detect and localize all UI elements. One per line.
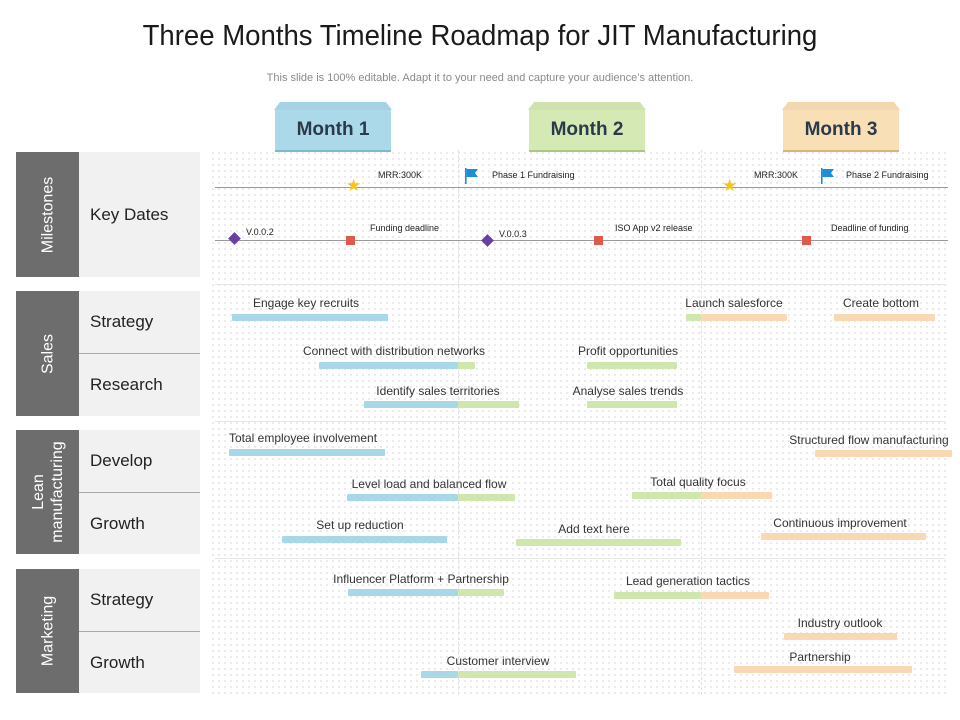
row-label: Strategy [90,312,154,331]
milestone-text: Deadline of funding [831,223,909,233]
task-bar [815,450,952,457]
square-icon [594,236,603,245]
task-bar [701,492,772,499]
month-divider [701,150,702,695]
task-label: Launch salesforce [685,296,783,310]
task-bar [364,401,458,408]
task-bar [347,494,458,501]
milestone-text: Phase 2 Fundraising [846,170,929,180]
group-label: Sales [39,333,56,374]
group-label: Marketing [39,595,56,667]
task-label: Create bottom [842,296,920,310]
task-label: Analyse sales trends [572,384,684,398]
task-label: Total quality focus [650,475,746,489]
task-label: Set up reduction [316,518,404,532]
task-bar [458,589,504,596]
milestone-text: ISO App v2 release [615,223,693,233]
task-bar [458,362,475,369]
section-separator [215,558,945,559]
flag-icon [821,168,834,184]
task-bar [458,401,519,408]
milestone-text: Phase 1 Fundraising [492,170,575,180]
row-label: Key Dates [90,204,169,224]
row-label: Growth [90,652,145,672]
task-label: Influencer Platform + Partnership [333,572,509,586]
page-subtitle: This slide is 100% editable. Adapt it to… [266,72,694,84]
month-divider [458,150,459,695]
task-label: Customer interview [446,654,550,668]
row-sales-research: Research [79,354,200,416]
task-label: Engage key recruits [252,296,360,310]
row-label: Strategy [90,590,154,609]
section-separator [215,284,945,285]
group-label: Milestones [39,176,56,253]
month-3-header: Month 3 [783,108,899,152]
task-bar [282,536,447,543]
star-icon: ★ [346,176,362,195]
group-milestones: Milestones [16,152,79,277]
row-label: Growth [90,513,145,533]
task-label: Level load and balanced flow [351,477,507,491]
task-label: Connect with distribution networks [302,344,486,358]
square-icon [802,236,811,245]
task-bar [701,592,769,599]
month-1-header: Month 1 [275,108,391,152]
task-label: Total employee involvement [228,431,378,445]
task-bar [686,314,701,321]
task-label: Lead generation tactics [625,574,751,588]
flag-icon [465,168,478,184]
row-lean-develop: Develop [79,430,200,492]
task-bar [587,401,677,408]
task-label: Industry outlook [797,616,883,630]
milestone-line-top [215,187,948,188]
row-key-dates: Key Dates [79,152,200,277]
month-2-header: Month 2 [529,108,645,152]
section-separator [215,421,945,422]
task-bar [319,362,458,369]
milestone-text: V.0.0.2 [246,227,274,237]
task-bar [229,449,385,456]
task-label: Partnership [789,650,851,664]
task-bar [784,633,897,640]
task-bar [458,494,515,501]
group-marketing: Marketing [16,569,79,693]
task-bar [587,362,677,369]
row-label: Research [90,375,163,394]
task-bar [458,671,576,678]
task-bar [348,589,458,596]
task-label: Add text here [558,522,630,536]
group-sales: Sales [16,291,79,416]
task-bar [516,539,681,546]
task-bar [232,314,388,321]
task-bar [421,671,458,678]
milestone-text: Funding deadline [370,223,440,233]
milestone-text: MRR:300K [754,170,799,180]
task-label: Continuous improvement [773,516,907,530]
milestone-text: MRR:300K [378,170,423,180]
star-icon: ★ [722,176,738,195]
milestone-text: V.0.0.3 [499,229,527,239]
row-sales-strategy: Strategy [79,291,200,353]
row-divider [79,631,200,632]
task-bar [761,533,926,540]
task-bar [701,314,787,321]
row-marketing-growth: Growth [79,632,200,693]
task-label: Profit opportunities [577,344,679,358]
group-label: Lean manufacturing [29,441,66,543]
row-divider [79,492,200,493]
task-bar [734,666,912,673]
square-icon [346,236,355,245]
row-lean-growth: Growth [79,493,200,554]
task-label: Identify sales territories [376,384,500,398]
task-bar [632,492,701,499]
milestone-line-bottom [215,240,948,241]
group-lean-manufacturing: Lean manufacturing [16,430,79,554]
row-marketing-strategy: Strategy [79,569,200,631]
task-bar [614,592,701,599]
task-bar [834,314,935,321]
page-title: Three Months Timeline Roadmap for JIT Ma… [142,20,818,52]
row-label: Develop [90,451,153,470]
task-label: Structured flow manufacturing [789,433,949,447]
row-divider [79,353,200,354]
